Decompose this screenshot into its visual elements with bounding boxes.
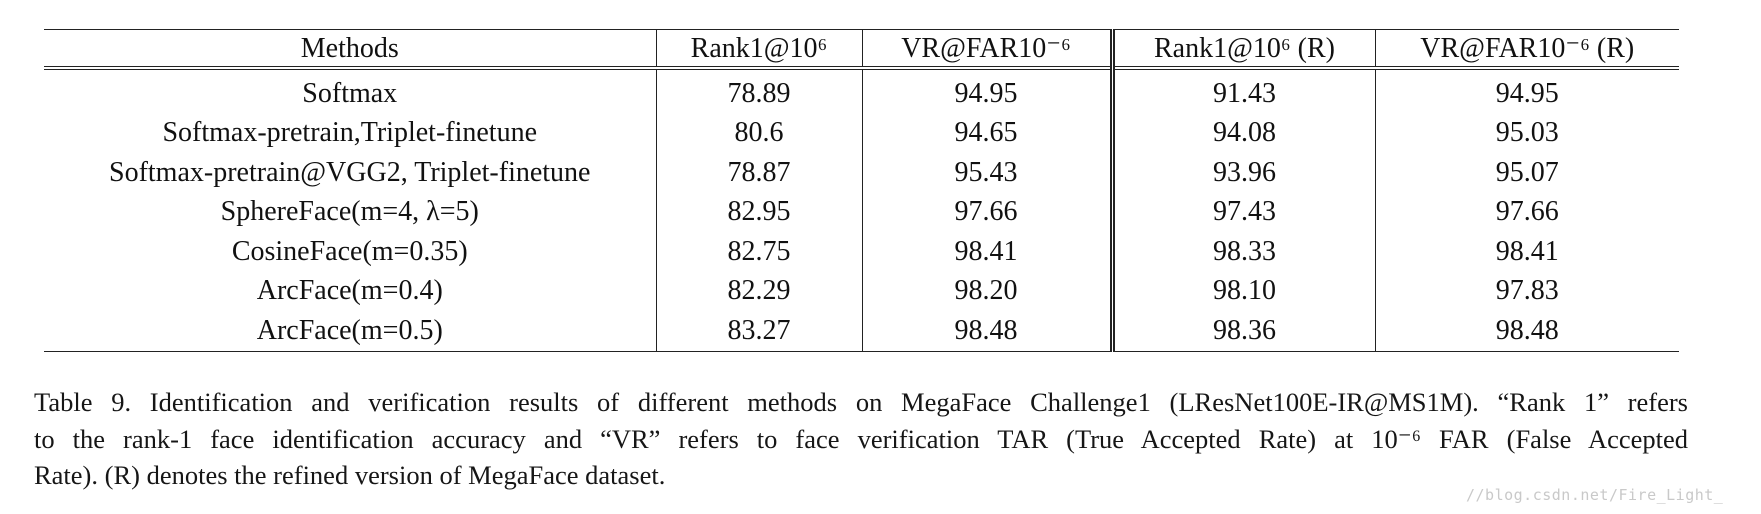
rank1-refined-cell-best: 98.36 [1109, 311, 1375, 352]
rank1-refined-cell: 98.33 [1109, 232, 1375, 272]
rank1-cell-best: 83.27 [655, 311, 862, 352]
header-rank1-refined: Rank1@10⁶ (R) [1109, 29, 1375, 70]
rank1-cell: 82.29 [655, 271, 862, 311]
table-row: Softmax 78.89 94.95 91.43 94.95 [44, 68, 1679, 114]
rank1-cell: 82.95 [655, 192, 862, 232]
watermark: //blog.csdn.net/Fire_Light_ [1466, 486, 1724, 504]
method-cell: ArcFace(m=0.5) [44, 311, 656, 352]
rank1-cell: 78.89 [655, 68, 862, 114]
results-table: Methods Rank1@10⁶ VR@FAR10⁻⁶ Rank1@10⁶ (… [44, 29, 1679, 352]
table-body: Softmax 78.89 94.95 91.43 94.95 Softmax-… [44, 68, 1679, 352]
rank1-refined-cell: 93.96 [1109, 153, 1375, 193]
vr-cell: 98.41 [861, 232, 1112, 272]
header-rank1: Rank1@10⁶ [655, 29, 862, 70]
vr-cell: 98.20 [861, 271, 1112, 311]
vr-refined-cell: 94.95 [1374, 68, 1679, 114]
method-cell: Softmax-pretrain@VGG2, Triplet-finetune [109, 156, 591, 188]
vr-refined-cell: 98.41 [1374, 232, 1679, 272]
header-row: Methods Rank1@10⁶ VR@FAR10⁻⁶ Rank1@10⁶ (… [44, 29, 1679, 70]
table-row: ArcFace(m=0.4) 82.29 98.20 98.10 97.83 [44, 271, 1679, 311]
vr-refined-cell: 95.07 [1374, 153, 1679, 193]
table-caption: Table 9. Identification and verification… [34, 384, 1688, 494]
vr-cell: 94.65 [861, 113, 1112, 153]
vr-cell: 95.43 [861, 153, 1112, 193]
vr-refined-cell: 95.03 [1374, 113, 1679, 153]
table-row: ArcFace(m=0.5) 83.27 98.48 98.36 98.48 [44, 311, 1679, 352]
rank1-refined-cell: 97.43 [1109, 192, 1375, 232]
table-header: Methods Rank1@10⁶ VR@FAR10⁻⁶ Rank1@10⁶ (… [44, 29, 1679, 70]
vr-cell: 94.95 [861, 68, 1112, 114]
vr-cell-best: 98.48 [861, 311, 1112, 352]
header-methods: Methods [44, 29, 656, 70]
rank1-refined-cell: 98.10 [1109, 271, 1375, 311]
header-vr-refined: VR@FAR10⁻⁶ (R) [1374, 29, 1679, 70]
method-cell: ArcFace(m=0.4) [256, 275, 443, 307]
vr-refined-cell-best: 98.48 [1374, 311, 1679, 352]
rank1-cell: 78.87 [655, 153, 862, 193]
table-row: Softmax-pretrain,Triplet-finetune 80.6 9… [44, 113, 1679, 153]
method-cell: SphereFace(m=4, λ=5) [220, 196, 479, 228]
method-cell: Softmax-pretrain,Triplet-finetune [162, 117, 538, 149]
rank1-cell: 82.75 [655, 232, 862, 272]
header-vr: VR@FAR10⁻⁶ [861, 29, 1112, 70]
rank1-refined-cell: 94.08 [1109, 113, 1375, 153]
vr-cell: 97.66 [861, 192, 1112, 232]
rank1-refined-cell: 91.43 [1109, 68, 1375, 114]
vr-refined-cell: 97.66 [1374, 192, 1679, 232]
caption-line: Rate). (R) denotes the refined version o… [34, 460, 666, 490]
table-row: CosineFace(m=0.35) 82.75 98.41 98.33 98.… [44, 232, 1679, 272]
table-row: Softmax-pretrain@VGG2, Triplet-finetune … [44, 153, 1679, 193]
caption-line: Table 9. Identification and verification… [34, 387, 1688, 417]
method-cell: Softmax [302, 77, 398, 109]
method-cell: CosineFace(m=0.35) [231, 235, 468, 267]
table-row: SphereFace(m=4, λ=5) 82.95 97.66 97.43 9… [44, 192, 1679, 232]
caption-line: to the rank-1 face identification accura… [34, 423, 1688, 454]
vr-refined-cell: 97.83 [1374, 271, 1679, 311]
rank1-cell: 80.6 [655, 113, 862, 153]
